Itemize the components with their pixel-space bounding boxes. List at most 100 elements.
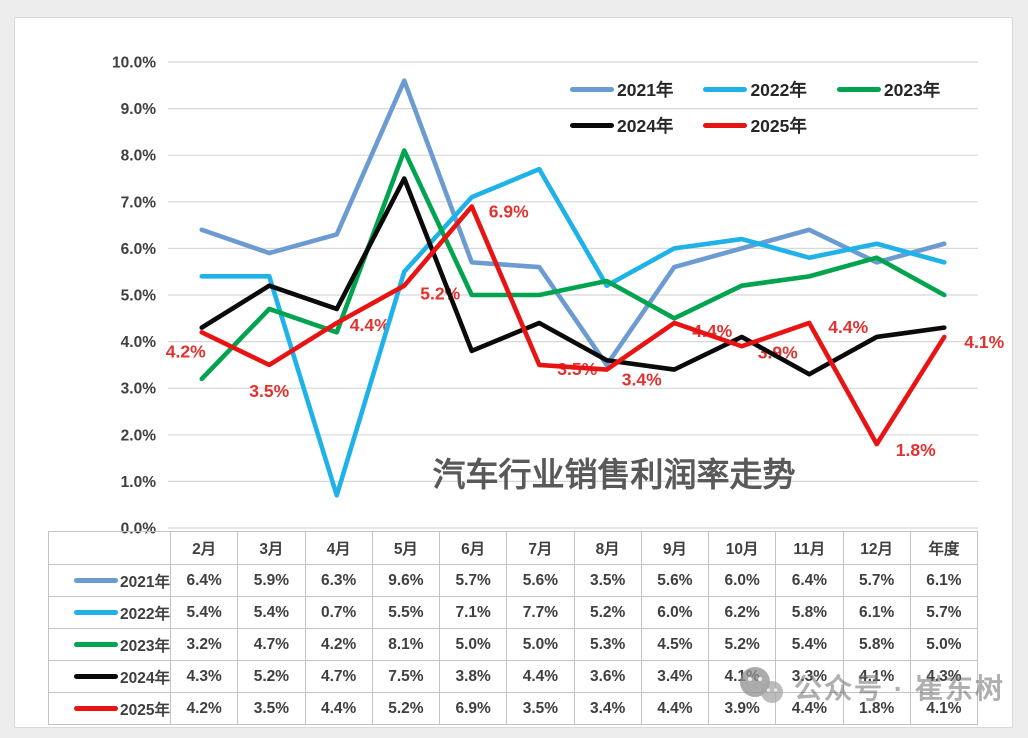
table-cell: 4.5% — [640, 628, 710, 661]
table-cell: 3.2% — [169, 628, 239, 661]
legend-item-2021: 2021年 — [570, 77, 673, 102]
table-cell: 6.0% — [707, 564, 777, 597]
y-axis-tick: 2.0% — [121, 427, 157, 444]
table-row: 2022年 5.4% 5.4% 0.7% 5.5% 7.1% 7.7% 5.2% 6.0% 6.2… — [48, 596, 979, 629]
data-label: 3.5% — [249, 381, 289, 401]
table-cell: 9.6% — [371, 564, 441, 597]
table-row: 2021年 6.4% 5.9% 6.3% 9.6% 5.7% 5.6% 3.5% 5.6% 6.0… — [48, 564, 979, 597]
table-cell: 3.5% — [237, 692, 306, 725]
table-cell: 5.0% — [506, 628, 575, 661]
data-label: 6.9% — [489, 201, 529, 221]
row-label-cell: 2022年 — [48, 596, 171, 629]
y-axis-ticks-group: 0.0%1.0%2.0%3.0%4.0%5.0%6.0%7.0%8.0%9.0%… — [112, 55, 156, 538]
table-cell: 5.0% — [438, 628, 508, 661]
table-cell: 1.8% — [842, 692, 911, 725]
row-label: 2022年 — [120, 605, 170, 623]
row-label: 2024年 — [120, 669, 170, 687]
row-swatch — [74, 705, 119, 712]
legend-label: 2022年 — [750, 80, 807, 100]
table-cell: 5.4% — [237, 596, 306, 629]
table-cell: 5.0% — [909, 628, 979, 661]
table-cell: 5.7% — [842, 564, 911, 597]
table-cell: 4.3% — [909, 660, 979, 693]
y-axis-tick: 5.0% — [121, 288, 157, 305]
chart-legend-row-1: 2021年 2022年 2023年 — [570, 77, 940, 102]
y-axis-tick: 4.0% — [121, 334, 157, 351]
row-swatch — [74, 641, 119, 648]
chart-legend-row-2: 2024年 2025年 — [570, 113, 807, 138]
data-label: 4.1% — [964, 332, 1004, 352]
data-label: 3.4% — [622, 370, 662, 390]
table-cell: 4.4% — [304, 692, 373, 725]
table-cell: 6.9% — [438, 692, 508, 725]
table-cell: 3.8% — [438, 660, 508, 693]
legend-item-2023: 2023年 — [836, 77, 940, 102]
legend-item-2024: 2024年 — [570, 113, 673, 138]
table-cell: 6.3% — [304, 564, 373, 597]
table-cell: 4.4% — [640, 692, 710, 725]
table-cell: 5.7% — [438, 564, 508, 597]
table-cell: 5.8% — [842, 628, 911, 661]
row-swatch — [74, 673, 119, 680]
table-cell: 4.1% — [909, 692, 979, 725]
table-cell: 3.6% — [573, 660, 642, 693]
table-cell: 4.2% — [169, 692, 239, 725]
row-label: 2021年 — [120, 573, 170, 591]
series-line-2025 — [199, 204, 947, 447]
row-label: 2025年 — [120, 701, 170, 719]
table-cell: 4.4% — [506, 660, 575, 693]
legend-swatch — [570, 86, 614, 93]
series-line-2023 — [199, 148, 947, 382]
table-cell: 6.4% — [775, 564, 844, 597]
legend-label: 2025年 — [750, 116, 807, 136]
data-label: 5.2% — [420, 284, 460, 304]
y-axis-tick: 1.0% — [121, 474, 157, 491]
row-swatch — [74, 577, 119, 584]
legend-item-2022: 2022年 — [703, 77, 807, 102]
table-header-cell: 11月 — [775, 531, 844, 565]
table-cell: 5.2% — [371, 692, 441, 725]
table-row: 2023年 3.2% 4.7% 4.2% 8.1% 5.0% 5.0% 5.3% 4.5% 5.2… — [48, 628, 979, 661]
row-label-cell: 2025年 — [48, 692, 171, 725]
legend-item-2025: 2025年 — [703, 113, 807, 138]
y-axis-tick: 6.0% — [121, 241, 157, 258]
series-line-2022 — [199, 166, 947, 498]
row-swatch — [74, 609, 119, 616]
y-axis-tick: 10.0% — [112, 55, 156, 72]
table-cell: 5.8% — [775, 596, 844, 629]
table-header-cell: 年度 — [909, 531, 979, 565]
y-axis-tick: 7.0% — [121, 194, 157, 211]
table-header-row: 2月 3月 4月 5月 6月 7月 8月 9月 10月 11月 12月 年度 — [48, 531, 979, 565]
legend-label: 2024年 — [617, 116, 674, 136]
legend-swatch — [570, 122, 614, 129]
data-table: 2月 3月 4月 5月 6月 7月 8月 9月 10月 11月 12月 年度 2021年 6.4% 5.9… — [48, 531, 979, 725]
table-header-cell: 7月 — [506, 531, 575, 565]
table-cell: 5.3% — [573, 628, 642, 661]
legend-swatch — [703, 86, 748, 93]
table-cell: 3.5% — [573, 564, 642, 597]
data-label: 4.4% — [692, 321, 732, 341]
data-label: 3.9% — [758, 342, 798, 362]
row-label-cell: 2023年 — [48, 628, 171, 661]
table-cell: 6.1% — [909, 564, 979, 597]
chart-title: 汽车行业销售利润率走势 — [432, 456, 796, 493]
table-cell: 6.1% — [842, 596, 911, 629]
table-cell: 3.3% — [775, 660, 844, 693]
table-cell: 7.5% — [371, 660, 441, 693]
data-table-wrap: 2月 3月 4月 5月 6月 7月 8月 9月 10月 11月 12月 年度 2021年 6.4% 5.9… — [48, 531, 979, 725]
legend-swatch — [703, 122, 748, 129]
row-label-cell: 2021年 — [48, 564, 171, 597]
table-cell: 6.2% — [707, 596, 777, 629]
table-header-cell: 2月 — [169, 531, 239, 565]
table-cell: 5.4% — [169, 596, 239, 629]
table-cell: 5.2% — [573, 596, 642, 629]
table-header-cell: 3月 — [237, 531, 306, 565]
table-cell: 6.0% — [640, 596, 710, 629]
table-cell: 4.1% — [842, 660, 911, 693]
row-label-cell: 2024年 — [48, 660, 171, 693]
y-axis-tick: 9.0% — [121, 101, 157, 118]
table-header-cell: 9月 — [640, 531, 710, 565]
table-cell: 5.2% — [237, 660, 306, 693]
series-line-2024 — [199, 176, 947, 377]
